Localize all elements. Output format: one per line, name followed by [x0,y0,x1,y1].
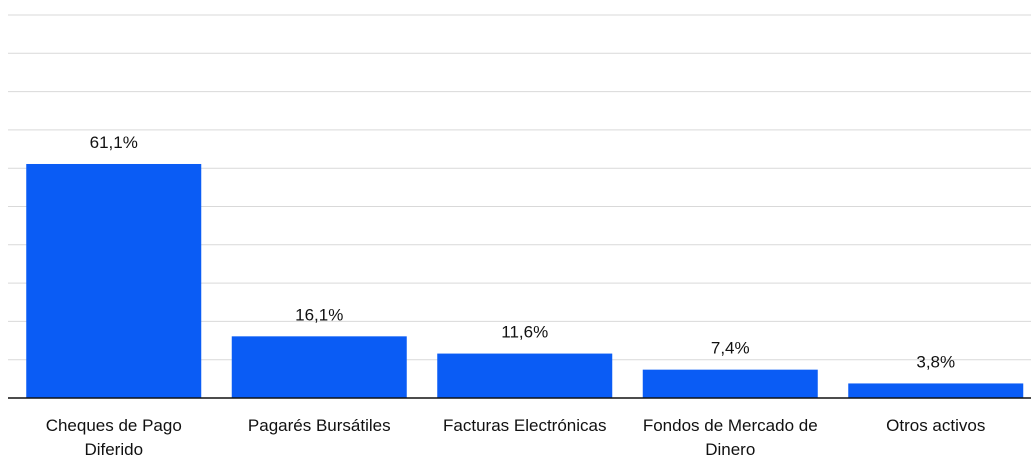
x-tick-label: Otros activos [886,416,986,435]
value-label: 16,1% [295,305,343,324]
bar [26,163,202,398]
x-tick-label: Pagarés Bursátiles [247,416,391,435]
value-label: 11,6% [501,323,548,342]
bar [437,353,613,398]
bar [848,383,1024,398]
value-label: 61,1% [90,133,138,152]
value-label: 7,4% [711,339,750,358]
x-tick-label: Facturas Electrónicas [443,416,607,435]
x-tick-label: Cheques de Pago Diferido [45,416,182,459]
x-tick-label: Fondos de Mercado de Dinero [642,416,818,459]
bar [642,369,818,398]
value-label: 3,8% [916,352,955,371]
bar [231,336,407,398]
